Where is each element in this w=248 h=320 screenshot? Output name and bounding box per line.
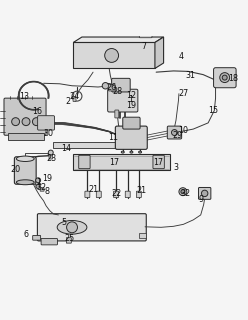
Text: 17: 17	[153, 158, 163, 167]
Circle shape	[36, 178, 41, 183]
FancyBboxPatch shape	[139, 33, 152, 38]
FancyBboxPatch shape	[115, 126, 147, 149]
FancyBboxPatch shape	[167, 126, 182, 139]
Ellipse shape	[130, 151, 133, 153]
Text: 3: 3	[174, 164, 179, 172]
Text: 17: 17	[109, 158, 119, 167]
Text: 11: 11	[108, 133, 118, 142]
FancyBboxPatch shape	[38, 116, 55, 130]
Bar	[8, 133, 44, 140]
FancyBboxPatch shape	[114, 191, 119, 198]
Text: 19: 19	[126, 100, 137, 109]
FancyBboxPatch shape	[112, 78, 130, 92]
Bar	[54, 142, 115, 148]
Circle shape	[181, 190, 185, 194]
Text: 9: 9	[198, 195, 203, 204]
Ellipse shape	[57, 220, 87, 234]
FancyBboxPatch shape	[198, 188, 211, 199]
Circle shape	[201, 190, 208, 196]
Text: 23: 23	[47, 154, 57, 163]
FancyBboxPatch shape	[79, 155, 90, 169]
Circle shape	[36, 185, 40, 188]
FancyBboxPatch shape	[73, 96, 76, 101]
Text: 22: 22	[112, 189, 122, 198]
Text: 2: 2	[66, 97, 71, 106]
Text: 13: 13	[19, 92, 29, 101]
Text: 25: 25	[64, 234, 74, 243]
Bar	[73, 43, 155, 68]
FancyBboxPatch shape	[41, 238, 58, 245]
Text: 14: 14	[62, 144, 72, 153]
Circle shape	[48, 150, 53, 155]
FancyBboxPatch shape	[108, 89, 138, 112]
Text: 15: 15	[208, 106, 218, 115]
FancyBboxPatch shape	[35, 180, 39, 185]
FancyBboxPatch shape	[153, 155, 164, 169]
FancyBboxPatch shape	[214, 68, 236, 88]
Polygon shape	[73, 37, 164, 43]
Circle shape	[12, 118, 20, 126]
Text: 20: 20	[10, 165, 20, 174]
Text: 19: 19	[42, 174, 52, 183]
Text: 6: 6	[24, 230, 29, 239]
FancyBboxPatch shape	[33, 236, 41, 240]
Text: 30: 30	[44, 129, 54, 138]
FancyBboxPatch shape	[108, 84, 115, 91]
Text: 29: 29	[172, 131, 183, 140]
FancyBboxPatch shape	[85, 191, 90, 198]
Circle shape	[22, 118, 30, 126]
Circle shape	[179, 188, 187, 196]
Text: 24: 24	[69, 92, 79, 101]
FancyBboxPatch shape	[37, 214, 146, 241]
FancyBboxPatch shape	[4, 98, 46, 135]
Polygon shape	[155, 37, 164, 68]
Text: 21: 21	[136, 186, 146, 195]
FancyBboxPatch shape	[125, 191, 130, 198]
Text: 12: 12	[126, 91, 137, 100]
Text: 5: 5	[62, 218, 67, 227]
Circle shape	[67, 222, 77, 233]
Text: 8: 8	[44, 187, 49, 196]
Ellipse shape	[16, 180, 34, 185]
Text: 10: 10	[179, 126, 188, 135]
Text: 27: 27	[179, 89, 189, 98]
Text: 1: 1	[128, 95, 133, 104]
Text: 32: 32	[37, 183, 47, 192]
Text: 31: 31	[186, 71, 196, 80]
Text: 32: 32	[181, 189, 191, 198]
Circle shape	[32, 118, 40, 126]
Text: 7: 7	[141, 42, 147, 51]
Text: 4: 4	[179, 52, 184, 60]
Ellipse shape	[16, 156, 34, 162]
Circle shape	[172, 130, 178, 135]
FancyBboxPatch shape	[49, 152, 53, 159]
FancyBboxPatch shape	[136, 191, 141, 198]
Ellipse shape	[139, 151, 142, 153]
Ellipse shape	[121, 151, 124, 153]
Text: 1: 1	[36, 178, 41, 187]
Circle shape	[102, 83, 109, 89]
Text: 16: 16	[32, 107, 42, 116]
Bar	[73, 154, 170, 170]
Circle shape	[222, 75, 227, 80]
Bar	[139, 234, 146, 238]
FancyBboxPatch shape	[40, 188, 44, 191]
Text: 18: 18	[228, 74, 238, 83]
FancyBboxPatch shape	[14, 157, 36, 184]
FancyBboxPatch shape	[96, 191, 101, 198]
FancyBboxPatch shape	[115, 110, 119, 118]
Circle shape	[220, 73, 230, 83]
Circle shape	[105, 49, 119, 62]
Text: 26: 26	[107, 83, 117, 92]
FancyBboxPatch shape	[66, 238, 71, 243]
FancyBboxPatch shape	[123, 117, 140, 129]
Text: 21: 21	[88, 185, 98, 194]
Text: 28: 28	[113, 87, 123, 96]
